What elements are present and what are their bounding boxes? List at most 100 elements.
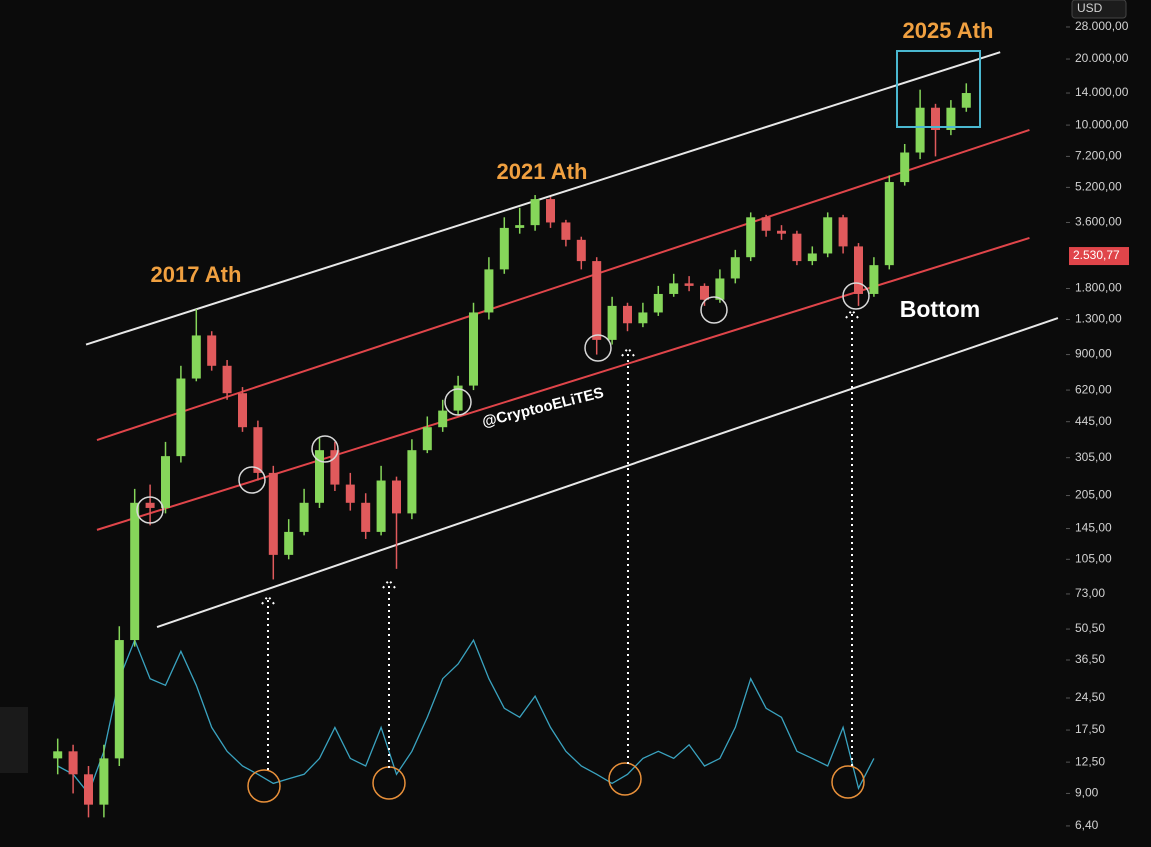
y-tick-label: 24,50 <box>1075 690 1105 704</box>
candle-body <box>361 502 371 532</box>
highlight-box <box>896 50 981 128</box>
y-tick-label: 14.000,00 <box>1075 85 1129 99</box>
candle-body <box>422 427 432 451</box>
candle-body <box>53 751 63 759</box>
currency-label[interactable]: USD <box>1077 1 1103 15</box>
y-tick-label: 6,40 <box>1075 818 1099 832</box>
candle-body <box>546 199 555 223</box>
y-tick-label: 12,50 <box>1075 754 1105 768</box>
candle-body <box>268 472 278 555</box>
y-tick-label: 145,00 <box>1075 521 1112 535</box>
candle-body <box>438 410 448 428</box>
candle-body <box>792 233 802 262</box>
indicator-line <box>57 638 875 795</box>
candle-body <box>299 502 309 532</box>
candle-body <box>469 312 478 386</box>
dotted-arrow <box>845 308 859 766</box>
candle-body <box>253 427 263 473</box>
candle-body <box>238 393 247 428</box>
candle-body <box>915 107 925 153</box>
candle-body <box>946 107 956 130</box>
y-tick-label: 105,00 <box>1075 551 1112 565</box>
y-tick-label: 205,00 <box>1075 488 1112 502</box>
dotted-arrow <box>261 594 275 770</box>
candle-body <box>222 365 232 394</box>
candle-body <box>161 456 170 508</box>
candle-body <box>761 217 771 231</box>
candle-body <box>623 305 632 324</box>
candle-body <box>191 335 201 379</box>
annotation: 2025 Ath <box>903 18 994 43</box>
candle-body <box>499 227 509 270</box>
y-tick-label: 620,00 <box>1075 382 1112 396</box>
y-tick-label: 7.200,00 <box>1075 149 1122 163</box>
y-tick-label: 1.800,00 <box>1075 281 1122 295</box>
candle-body <box>561 222 571 240</box>
price-axis: USD 28.000,00 20.000,00 14.000,00 10.000,00… <box>1066 0 1129 832</box>
circle-marker <box>608 762 642 796</box>
circle-markers <box>136 282 870 524</box>
plot-area <box>53 51 1059 818</box>
candle-body <box>854 246 863 294</box>
circle-marker <box>238 466 266 494</box>
candle-body <box>823 217 833 254</box>
trendline <box>85 51 1001 346</box>
circle-marker <box>444 388 472 416</box>
dotted-arrows <box>261 308 859 770</box>
circle-marker <box>842 282 870 310</box>
candle-body <box>392 480 401 514</box>
last-price-label: 2.530,77 <box>1073 248 1120 262</box>
candle-body <box>576 239 586 262</box>
y-tick-label: 73,00 <box>1075 586 1105 600</box>
indicator-circles <box>247 762 865 803</box>
y-tick-label: 28.000,00 <box>1075 19 1129 33</box>
candle-body <box>330 450 340 485</box>
candle-body <box>807 253 817 262</box>
candle-body <box>869 265 879 294</box>
candle-body <box>715 278 725 300</box>
candle-body <box>407 450 417 514</box>
candle-body <box>653 293 663 313</box>
candle-body <box>669 283 679 294</box>
candle-body <box>376 480 386 532</box>
dotted-arrow <box>382 578 396 768</box>
trendline <box>156 317 1059 628</box>
y-tick-label: 1.300,00 <box>1075 312 1122 326</box>
candle-body <box>345 484 355 503</box>
circle-marker <box>136 496 164 524</box>
circle-marker <box>584 334 612 362</box>
candle-body <box>638 312 648 324</box>
y-tick-label: 305,00 <box>1075 450 1112 464</box>
candle-body <box>530 199 540 226</box>
candle-body <box>777 230 786 234</box>
candle-body <box>207 335 217 366</box>
y-tick-label: 9,00 <box>1075 786 1099 800</box>
candle-body <box>700 285 709 300</box>
candle-body <box>931 107 940 130</box>
annotation: 2017 Ath <box>151 262 242 287</box>
candle-body <box>284 531 294 555</box>
y-tick-label: 20.000,00 <box>1075 51 1129 65</box>
currency-box[interactable] <box>1071 0 1127 19</box>
candle-body <box>484 269 494 313</box>
annotation: 2021 Ath <box>497 159 588 184</box>
candle-body <box>130 502 140 641</box>
candle-body <box>99 758 109 805</box>
candle-body <box>176 378 186 457</box>
y-tick-label: 36,50 <box>1075 652 1105 666</box>
trendline <box>96 129 1030 442</box>
circle-marker <box>700 296 728 324</box>
annotation: Bottom <box>900 296 980 322</box>
candle-body <box>746 217 756 258</box>
candle-body <box>961 93 971 108</box>
candle-body <box>68 751 78 775</box>
y-tick-label: 900,00 <box>1075 347 1112 361</box>
y-tick-label: 3.600,00 <box>1075 215 1122 229</box>
candle-body <box>884 182 894 266</box>
candle-body <box>145 502 155 508</box>
candle-body <box>84 774 93 805</box>
candle-body <box>315 450 324 503</box>
